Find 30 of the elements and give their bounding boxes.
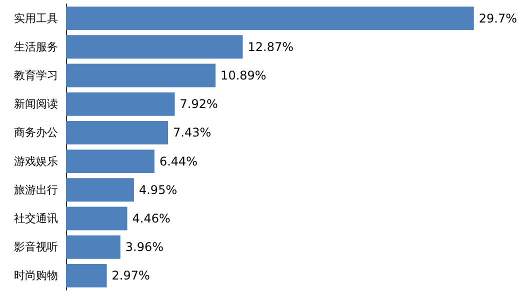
bar xyxy=(66,264,107,288)
bar xyxy=(66,35,243,59)
data-label: 10.89% xyxy=(220,68,266,82)
bar xyxy=(66,206,128,230)
bar xyxy=(66,178,134,202)
bar xyxy=(66,120,168,144)
y-tick-label: 时尚购物 xyxy=(14,269,58,282)
bar xyxy=(66,64,216,88)
y-tick-label: 游戏娱乐 xyxy=(14,154,58,168)
data-label: 12.87% xyxy=(248,40,294,54)
data-label: 2.97% xyxy=(112,268,150,283)
bar xyxy=(66,92,175,116)
data-label: 29.7% xyxy=(478,11,518,26)
data-label: 7.43% xyxy=(173,126,212,140)
y-tick-label: 商务办公 xyxy=(14,126,58,140)
y-tick-label: 生活服务 xyxy=(14,40,58,54)
data-label: 7.92% xyxy=(180,97,218,112)
data-label: 3.96% xyxy=(125,240,164,254)
y-tick-label: 教育学习 xyxy=(14,69,58,82)
y-tick-label: 新闻阅读 xyxy=(14,98,58,111)
data-label: 6.44% xyxy=(159,154,198,168)
y-tick-label: 实用工具 xyxy=(14,12,58,25)
data-label: 4.95% xyxy=(138,182,178,197)
y-tick-label: 影音视听 xyxy=(14,240,58,254)
bar xyxy=(66,150,154,174)
bar xyxy=(66,6,474,30)
y-tick-label: 旅游出行 xyxy=(14,183,58,196)
data-label: 4.46% xyxy=(132,212,170,226)
y-tick-label: 社交通讯 xyxy=(14,212,58,225)
bar xyxy=(66,235,120,259)
